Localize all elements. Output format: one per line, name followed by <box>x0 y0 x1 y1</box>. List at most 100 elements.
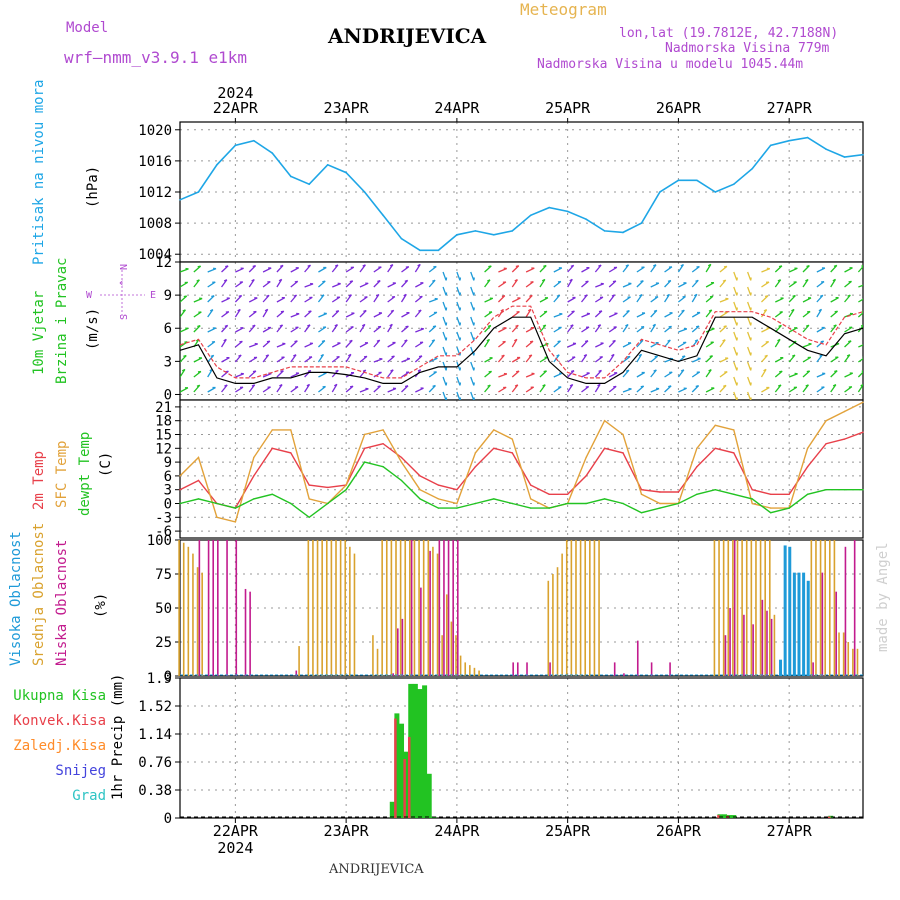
pressure-point <box>382 214 384 217</box>
y-tick-label: 0.38 <box>138 783 172 799</box>
x-tick-label-bottom: 22APR <box>213 822 259 840</box>
cloud-bar-1 <box>316 540 319 676</box>
temp-point-1 <box>308 498 310 500</box>
compass-s: S <box>119 314 130 320</box>
wind-arrow <box>857 311 863 318</box>
wind-arrow <box>636 326 645 333</box>
cloud-bar-1 <box>422 540 425 676</box>
precip-bar-0 <box>422 685 428 818</box>
wind-arrow <box>525 281 534 288</box>
wind-arrow-head <box>238 294 242 298</box>
wind-arrow-head <box>861 264 863 267</box>
wind-arrow <box>844 340 852 348</box>
precip-bar-1 <box>403 759 406 818</box>
cloud-bar-2 <box>733 540 736 676</box>
cloud-axis-label-high: Visoka Oblacnost <box>8 531 24 666</box>
temp-point-1 <box>216 516 218 518</box>
wind-arrow-head <box>418 309 422 312</box>
pressure-point <box>197 191 200 193</box>
wind-arrow <box>498 327 507 333</box>
model-name: wrf—nmm_v3.9.1 e1km <box>64 48 248 67</box>
temp-point-2 <box>640 512 643 514</box>
cloud-bar-1 <box>464 662 467 676</box>
y-tick-label: 6 <box>164 469 172 485</box>
wind-arrow <box>553 326 562 333</box>
temp-point-1 <box>585 456 587 459</box>
wind-arrow <box>401 371 410 378</box>
wind-arrow-head <box>860 383 863 387</box>
temp-point-0 <box>825 443 827 445</box>
cloud-bar-1 <box>815 540 817 676</box>
wind-arrow <box>719 384 727 393</box>
wind-arrow-head <box>639 294 643 297</box>
wind-arrow <box>511 279 518 288</box>
wind-arrow <box>234 309 241 318</box>
temp-point-0 <box>622 452 624 454</box>
wind-arrow <box>317 340 326 348</box>
wind-arrow <box>553 280 562 288</box>
cloud-bar-2 <box>198 540 201 676</box>
wind-arrow-head <box>294 280 298 283</box>
wind-arrow-head <box>653 369 657 372</box>
cloud-bar-2 <box>766 610 768 676</box>
wind-arrow-head <box>363 355 368 358</box>
wind-arrow <box>456 271 461 281</box>
wind-arrow <box>857 265 863 273</box>
wind-arrow <box>442 331 447 341</box>
pressure-point <box>732 183 735 186</box>
wind-gust-line <box>179 305 864 379</box>
wind-arrow <box>650 324 657 333</box>
wind-arrow-head <box>668 385 672 388</box>
y-tick-label: 50 <box>155 601 172 617</box>
wind-arrow <box>193 384 201 393</box>
wind-arrow <box>456 376 461 386</box>
temp-point-1 <box>253 456 255 459</box>
temp-point-0 <box>530 484 532 486</box>
temp-point-0 <box>326 486 329 489</box>
precip-bar-0 <box>717 814 723 818</box>
wind-arrow <box>290 313 300 318</box>
wind-arrow <box>705 369 712 378</box>
cloud-bar-0 <box>792 572 796 676</box>
cloud-bar-2 <box>410 540 413 676</box>
wind-arrow <box>733 331 738 341</box>
temp-point-2 <box>751 498 753 500</box>
wind-arrow <box>373 312 383 318</box>
y-tick-label: 15 <box>155 428 172 444</box>
wind-arrow <box>636 294 643 303</box>
cloud-bar-2 <box>512 662 514 676</box>
wind-arrow <box>760 309 768 318</box>
wind-arrow <box>290 386 299 393</box>
wind-arrow <box>802 310 811 318</box>
wind-arrow-head <box>501 354 505 357</box>
wind-arrow <box>830 297 839 303</box>
wind-arrow-head <box>307 369 312 373</box>
wind-arrow-head <box>680 369 685 372</box>
wind-arrow-head <box>862 310 863 313</box>
wind-arrow-head <box>570 264 574 267</box>
y-tick-label: 9 <box>164 455 172 471</box>
wind-arrow <box>802 279 809 288</box>
cloud-bar-1 <box>852 648 854 676</box>
wind-arrow <box>331 383 338 393</box>
wind-arrow <box>733 346 738 356</box>
wind-arrow <box>415 341 424 348</box>
wind-arrow <box>747 346 752 356</box>
wind-arrow-head <box>278 278 283 282</box>
wind-arrow <box>442 361 447 371</box>
wind-arrow <box>816 267 826 273</box>
wind-arrow <box>691 266 700 273</box>
wind-arrow <box>345 339 353 348</box>
cloud-bar-2 <box>613 662 616 676</box>
wind-arrow <box>816 308 823 318</box>
wind-arrow <box>180 309 186 318</box>
wind-arrow <box>691 293 698 303</box>
wind-arrow <box>401 358 411 363</box>
wind-arrow-head <box>322 280 326 283</box>
wind-arrow <box>664 312 673 318</box>
cloud-bar-1 <box>459 655 462 676</box>
pressure-point <box>788 139 790 142</box>
wind-arrow-head <box>861 370 863 373</box>
wind-arrow-head <box>183 354 187 358</box>
temp-point-0 <box>714 447 717 449</box>
